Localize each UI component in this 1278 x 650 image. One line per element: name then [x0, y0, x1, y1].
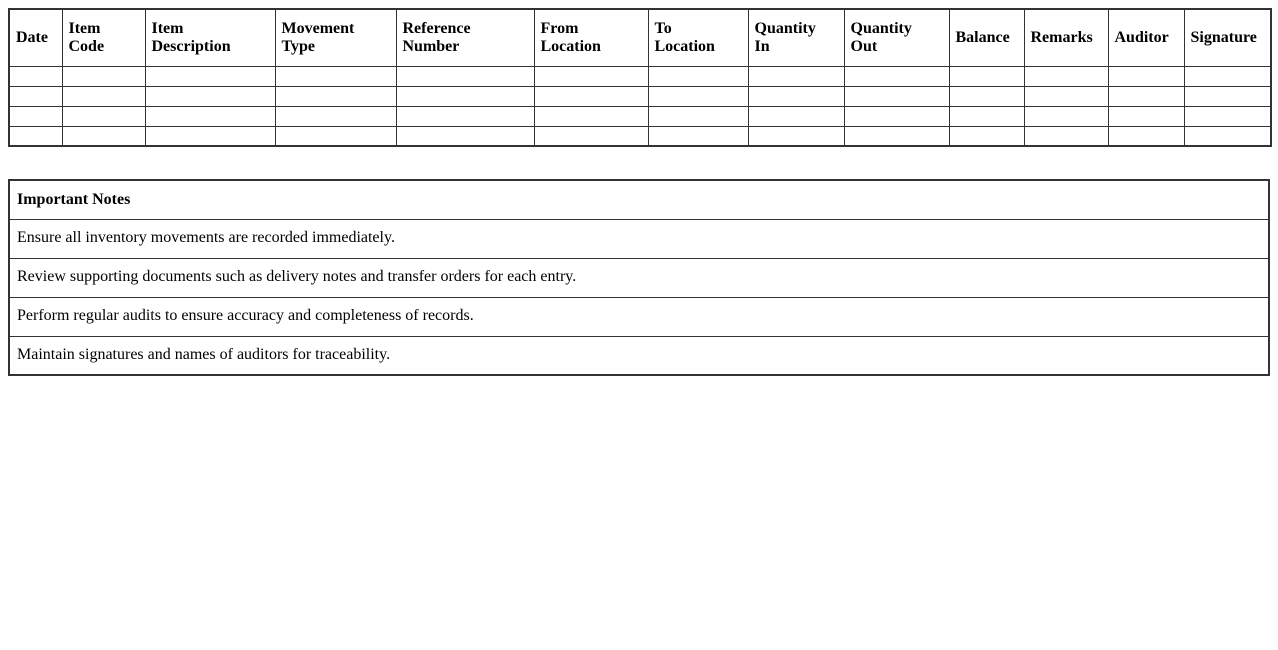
- empty-cell: [1107, 105, 1185, 127]
- empty-cell: [395, 105, 535, 127]
- empty-row: [8, 85, 1272, 107]
- empty-cell: [1183, 105, 1272, 127]
- empty-cell: [144, 65, 276, 87]
- empty-cell: [533, 125, 649, 147]
- empty-cell: [1107, 85, 1185, 107]
- important-notes-table: Important Notes Ensure all inventory mov…: [8, 179, 1270, 376]
- empty-cell: [1023, 85, 1109, 107]
- empty-cell: [533, 105, 649, 127]
- empty-cell: [144, 85, 276, 107]
- empty-cell: [1107, 65, 1185, 87]
- empty-cell: [395, 65, 535, 87]
- empty-cell: [1023, 125, 1109, 147]
- empty-cell: [948, 125, 1025, 147]
- note-text: Perform regular audits to ensure accurac…: [8, 296, 1270, 337]
- empty-cell: [647, 105, 749, 127]
- empty-cell: [1183, 65, 1272, 87]
- inventory-movement-table: Date Item Code Item Description Movement…: [8, 8, 1272, 147]
- empty-cell: [274, 65, 397, 87]
- empty-cell: [747, 85, 845, 107]
- empty-cell: [61, 105, 146, 127]
- col-header-quantity-in: Quantity In: [747, 8, 845, 67]
- notes-title: Important Notes: [8, 179, 1270, 220]
- empty-cell: [144, 125, 276, 147]
- empty-cell: [61, 65, 146, 87]
- col-header-quantity-out: Quantity Out: [843, 8, 950, 67]
- empty-rows-body: [8, 65, 1272, 147]
- empty-cell: [747, 125, 845, 147]
- empty-cell: [8, 85, 63, 107]
- empty-cell: [647, 125, 749, 147]
- col-header-reference-number: Reference Number: [395, 8, 535, 67]
- empty-cell: [533, 65, 649, 87]
- empty-cell: [144, 105, 276, 127]
- note-text: Ensure all inventory movements are recor…: [8, 218, 1270, 259]
- empty-cell: [61, 85, 146, 107]
- empty-cell: [843, 105, 950, 127]
- empty-cell: [1107, 125, 1185, 147]
- empty-cell: [843, 65, 950, 87]
- empty-cell: [1183, 125, 1272, 147]
- empty-cell: [747, 105, 845, 127]
- empty-cell: [1023, 105, 1109, 127]
- note-row: Review supporting documents such as deli…: [8, 257, 1270, 298]
- note-row: Maintain signatures and names of auditor…: [8, 335, 1270, 376]
- empty-cell: [395, 85, 535, 107]
- empty-cell: [395, 125, 535, 147]
- col-header-from-location: From Location: [533, 8, 649, 67]
- note-row: Ensure all inventory movements are recor…: [8, 218, 1270, 259]
- empty-cell: [843, 125, 950, 147]
- col-header-to-location: To Location: [647, 8, 749, 67]
- empty-cell: [274, 105, 397, 127]
- notes-title-row: Important Notes: [8, 179, 1270, 220]
- col-header-date: Date: [8, 8, 63, 67]
- empty-cell: [61, 125, 146, 147]
- empty-cell: [8, 125, 63, 147]
- empty-cell: [647, 65, 749, 87]
- header-row: Date Item Code Item Description Movement…: [8, 8, 1272, 67]
- empty-row: [8, 125, 1272, 147]
- empty-row: [8, 105, 1272, 127]
- empty-cell: [1183, 85, 1272, 107]
- empty-cell: [948, 85, 1025, 107]
- col-header-auditor: Auditor: [1107, 8, 1185, 67]
- note-row: Perform regular audits to ensure accurac…: [8, 296, 1270, 337]
- empty-cell: [274, 85, 397, 107]
- empty-row: [8, 65, 1272, 87]
- empty-cell: [843, 85, 950, 107]
- empty-cell: [8, 105, 63, 127]
- empty-cell: [8, 65, 63, 87]
- col-header-signature: Signature: [1183, 8, 1272, 67]
- note-text: Maintain signatures and names of auditor…: [8, 335, 1270, 376]
- col-header-item-description: Item Description: [144, 8, 276, 67]
- col-header-balance: Balance: [948, 8, 1025, 67]
- empty-cell: [948, 65, 1025, 87]
- empty-cell: [747, 65, 845, 87]
- note-text: Review supporting documents such as deli…: [8, 257, 1270, 298]
- col-header-item-code: Item Code: [61, 8, 146, 67]
- col-header-remarks: Remarks: [1023, 8, 1109, 67]
- col-header-movement-type: Movement Type: [274, 8, 397, 67]
- empty-cell: [533, 85, 649, 107]
- empty-cell: [1023, 65, 1109, 87]
- empty-cell: [948, 105, 1025, 127]
- empty-cell: [647, 85, 749, 107]
- empty-cell: [274, 125, 397, 147]
